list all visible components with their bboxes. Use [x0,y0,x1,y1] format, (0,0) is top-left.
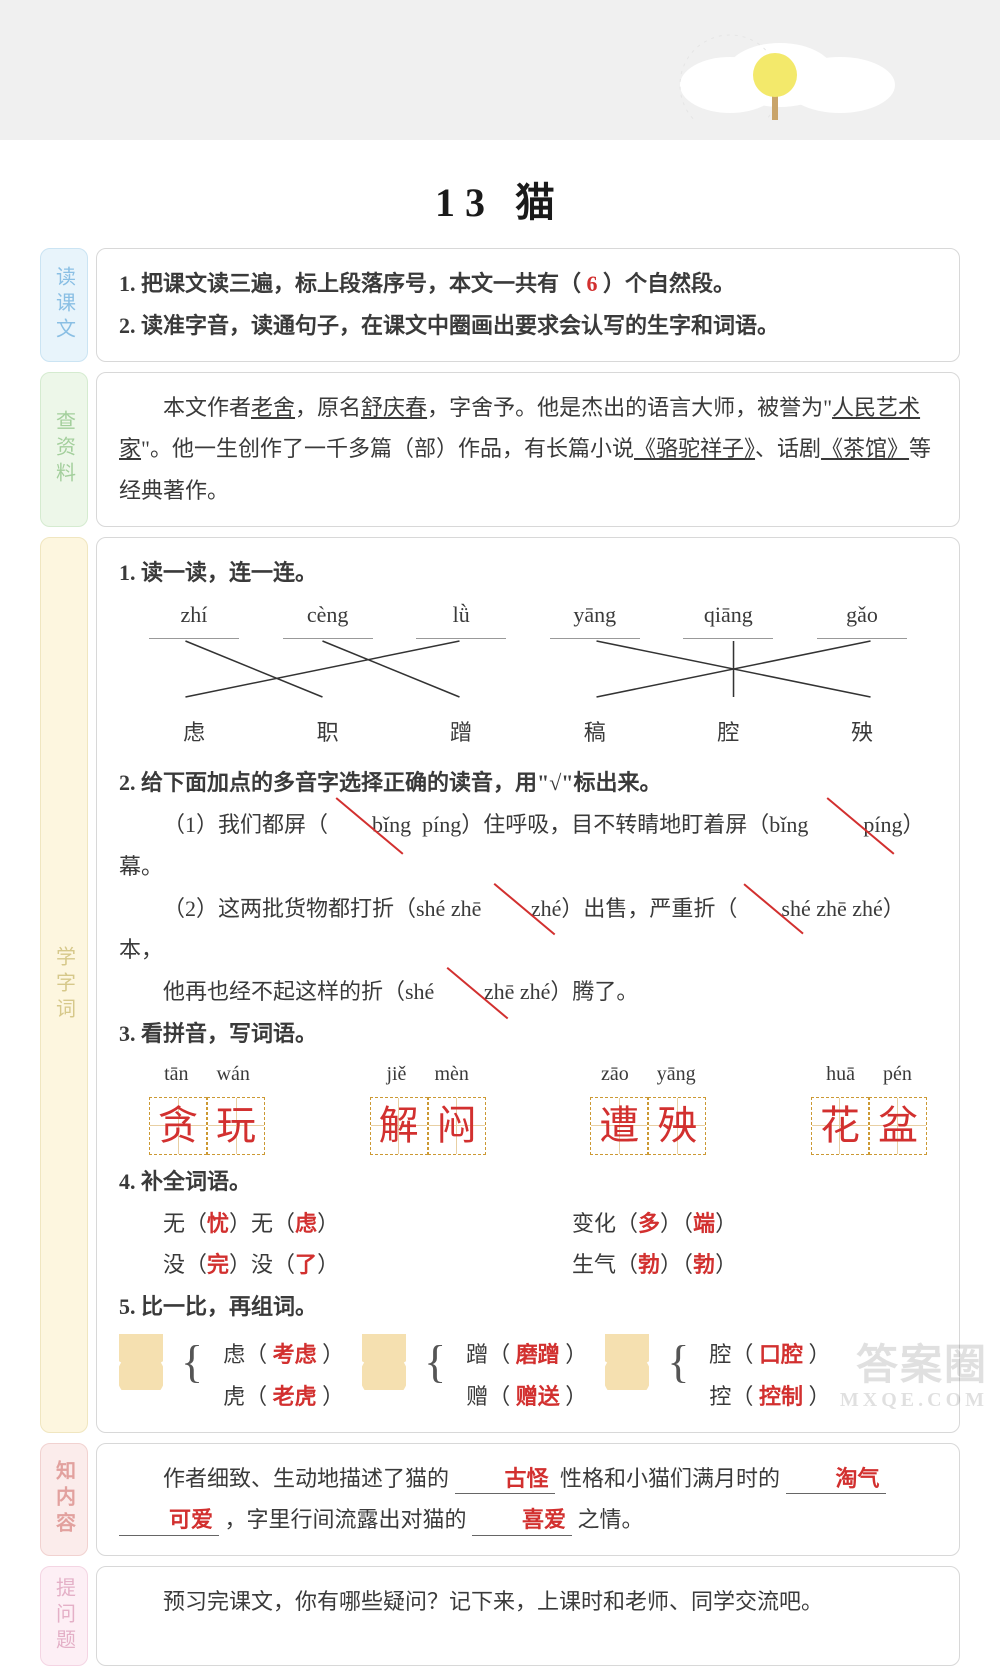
hanzi-row: 虑 职 蹭 稿 腔 殃 [119,712,937,754]
s1-line2: 2. 读准字音，读通句子，在课文中圈画出要求会认写的生字和词语。 [119,305,937,347]
page-title: 13 猫 [0,170,1000,228]
q4-grid: 无（忧）无（虑） 变化（多）（端） 没（完）没（了） 生气（勃）（勃） [119,1203,937,1287]
brace-icon: { [667,1334,689,1390]
s2-text: 本文作者老舍，原名舒庆春，字舍予。他是杰出的语言大师，被誉为"人民艺术家"。他一… [119,387,937,512]
brace-icon: { [424,1334,446,1390]
q3-title: 3. 看拼音，写词语。 [119,1013,937,1055]
tab-summary: 知内容 [40,1443,88,1557]
q2-line2: （2）这两批货物都打折（shé zhē zhé）出售，严重折（shé zhē z… [119,888,937,972]
write-group-1: jiěmèn 解闷 [370,1055,486,1155]
section5-box: 预习完课文，你有哪些疑问？记下来，上课时和老师、同学交流吧。 [96,1566,960,1666]
tab-read: 读课文 [40,248,88,362]
write-group-0: tānwán 贪玩 [149,1055,265,1155]
tab-questions: 提问题 [40,1566,88,1666]
q5-group-2: 腔（ 口腔 ） 控（ 控制 ） [709,1334,830,1418]
match-lines [119,639,937,699]
q5-row: { 虑（ 考虑 ） 虎（ 老虎 ） { 蹭（ 磨蹭 ） 赠（ 赠送 ） { 腔（… [119,1334,937,1418]
q2-title: 2. 给下面加点的多音字选择正确的读音，用"√"标出来。 [119,762,937,804]
write-group-3: huāpén 花盆 [811,1055,927,1155]
section2-box: 本文作者老舍，原名舒庆春，字舍予。他是杰出的语言大师，被誉为"人民艺术家"。他一… [96,372,960,527]
bear-icon [119,1334,163,1390]
s1-line1: 1. 把课文读三遍，标上段落序号，本文一共有（ 6 ）个自然段。 [119,263,937,305]
section-content-summary: 知内容 作者细致、生动地描述了猫的 古怪 性格和小猫们满月时的 淘气 可爱 ，字… [40,1443,960,1557]
section-questions: 提问题 预习完课文，你有哪些疑问？记下来，上课时和老师、同学交流吧。 [40,1566,960,1666]
section-research: 查资料 本文作者老舍，原名舒庆春，字舍予。他是杰出的语言大师，被誉为"人民艺术家… [40,372,960,527]
watermark: 答案圈 MXQE.COM [840,1343,988,1411]
write-row: tānwán 贪玩 jiěmèn 解闷 zāoyāng 遭殃 huāpén 花盆 [119,1055,937,1161]
q4-item-3: 生气（勃）（勃） [528,1244,937,1286]
tab-vocab: 学字词 [40,537,88,1433]
brace-icon: { [181,1334,203,1390]
section4-box: 作者细致、生动地描述了猫的 古怪 性格和小猫们满月时的 淘气 可爱 ，字里行间流… [96,1443,960,1557]
bear-icon [605,1334,649,1390]
q4-item-1: 变化（多）（端） [528,1203,937,1245]
q4-title: 4. 补全词语。 [119,1161,937,1203]
s4-text: 作者细致、生动地描述了猫的 古怪 性格和小猫们满月时的 淘气 可爱 ，字里行间流… [119,1458,937,1542]
q2-line1: （1）我们都屏（bǐng píng）住呼吸，目不转睛地盯着屏（bǐng píng… [119,804,937,888]
q4-item-2: 没（完）没（了） [119,1244,528,1286]
bear-icon [362,1334,406,1390]
q5-group-0: 虑（ 考虑 ） 虎（ 老虎 ） [223,1334,344,1418]
section1-box: 1. 把课文读三遍，标上段落序号，本文一共有（ 6 ）个自然段。 2. 读准字音… [96,248,960,362]
main-content: 读课文 1. 把课文读三遍，标上段落序号，本文一共有（ 6 ）个自然段。 2. … [40,248,960,1666]
tree-icon [750,45,800,125]
q2-line3: 他再也经不起这样的折（shé zhē zhé）腾了。 [119,971,937,1013]
q5-title: 5. 比一比，再组词。 [119,1286,937,1328]
q4-item-0: 无（忧）无（虑） [119,1203,528,1245]
tab-research: 查资料 [40,372,88,527]
section-read-text: 读课文 1. 把课文读三遍，标上段落序号，本文一共有（ 6 ）个自然段。 2. … [40,248,960,362]
section-vocab: 学字词 1. 读一读，连一连。 zhí cèng lǜ yāng qiāng g… [40,537,960,1433]
header-banner [0,0,1000,140]
pinyin-row: zhí cèng lǜ yāng qiāng gǎo [119,594,937,639]
q5-group-1: 蹭（ 磨蹭 ） 赠（ 赠送 ） [466,1334,587,1418]
q1-title: 1. 读一读，连一连。 [119,552,937,594]
section3-box: 1. 读一读，连一连。 zhí cèng lǜ yāng qiāng gǎo 虑… [96,537,960,1433]
write-group-2: zāoyāng 遭殃 [590,1055,706,1155]
cloud-decoration [670,30,930,120]
